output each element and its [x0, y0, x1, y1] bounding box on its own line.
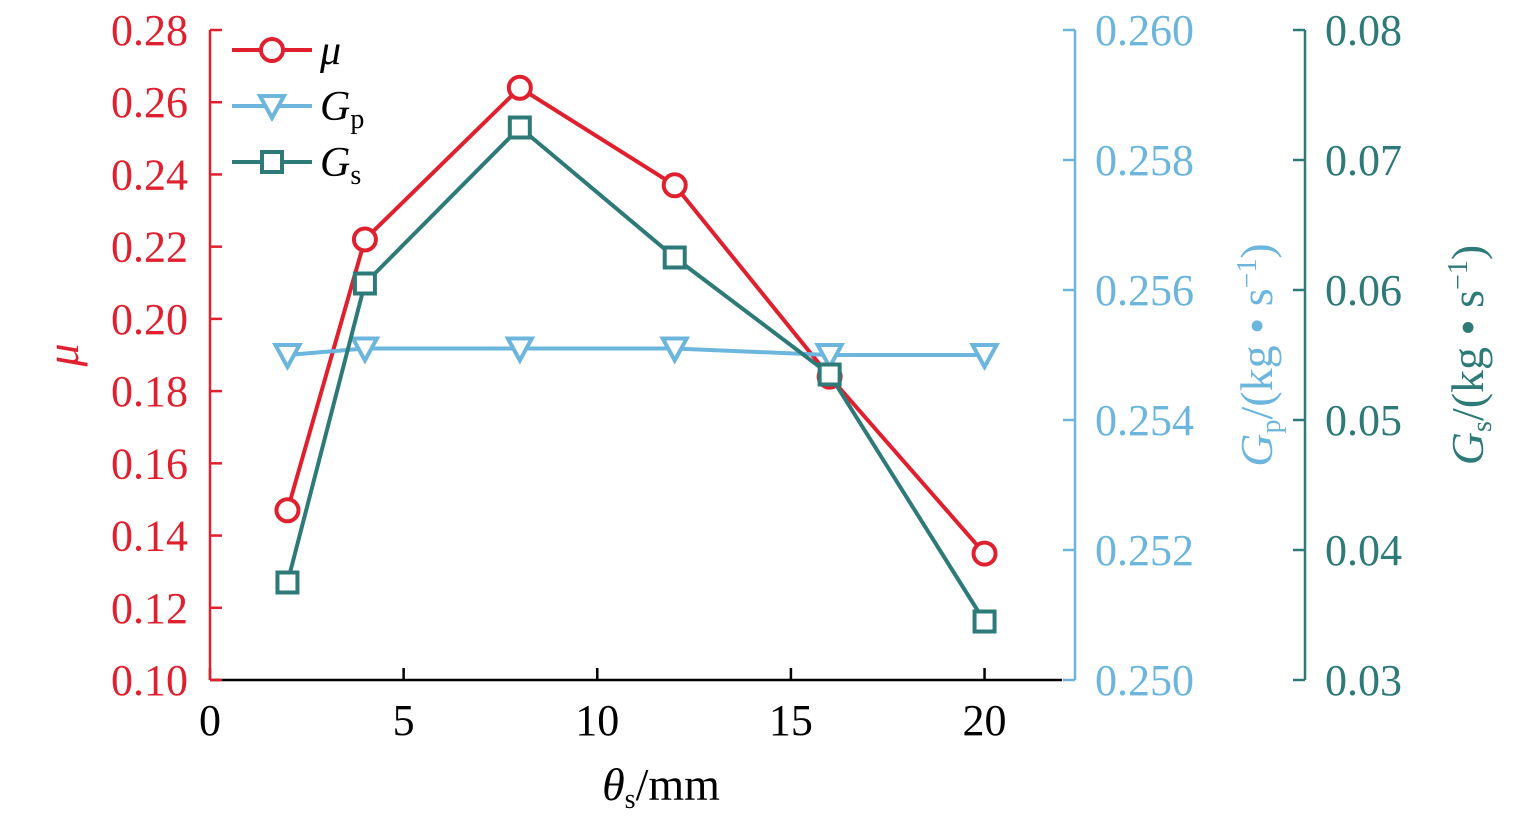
x-tick-label: 15 — [769, 696, 813, 745]
series-point-Gp — [659, 336, 691, 365]
series-point-Gp — [814, 343, 846, 372]
legend-label-Gp: Gp — [320, 84, 364, 135]
right2-tick-label: 0.05 — [1325, 396, 1402, 445]
legend-marker-Gs — [260, 150, 284, 174]
right2-tick-label: 0.04 — [1325, 526, 1402, 575]
legend-marker-μ — [259, 37, 285, 63]
left-tick-label: 0.22 — [111, 223, 188, 272]
x-tick-label: 10 — [575, 696, 619, 745]
right1-tick-label: 0.250 — [1095, 656, 1194, 705]
legend-label-μ: μ — [319, 28, 341, 74]
x-tick-label: 0 — [199, 696, 221, 745]
series-point-μ — [661, 172, 688, 199]
left-tick-label: 0.20 — [111, 295, 188, 344]
series-line-Gs — [285, 124, 987, 623]
right1-axis-title: Gp/(kg • s−1) — [1231, 243, 1287, 466]
right1-tick-label: 0.256 — [1095, 266, 1194, 315]
right2-tick-label: 0.03 — [1325, 656, 1402, 705]
left-tick-label: 0.16 — [111, 439, 188, 488]
right2-tick-label: 0.07 — [1325, 136, 1402, 185]
left-tick-label: 0.28 — [111, 6, 188, 55]
series-point-μ — [971, 540, 998, 567]
series-point-Gp — [272, 343, 303, 372]
series-point-Gs — [507, 115, 532, 140]
series-point-μ — [274, 497, 301, 524]
left-tick-label: 0.24 — [111, 150, 188, 199]
right1-tick-label: 0.260 — [1095, 6, 1194, 55]
series-point-Gs — [352, 271, 377, 296]
x-tick-label: 5 — [393, 696, 415, 745]
x-tick-label: 20 — [963, 696, 1007, 745]
series-point-Gp — [504, 336, 536, 365]
left-tick-label: 0.10 — [111, 656, 188, 705]
series-point-Gp — [349, 336, 381, 365]
axes-layer: 0 5 10 15 20 θs/mm 0.10 0.12 0.14 0.16 0.18 0.20 0.2… — [37, 6, 1498, 815]
right1-tick-label: 0.254 — [1095, 396, 1194, 445]
right1-tick-label: 0.258 — [1095, 136, 1194, 185]
right2-axis-title: Gs/(kg • s−1) — [1442, 245, 1498, 465]
left-axis-title: μ — [37, 343, 88, 367]
series-line-Gp — [287, 346, 985, 357]
left-tick-label: 0.26 — [111, 78, 188, 127]
right2-tick-label: 0.08 — [1325, 6, 1402, 55]
series-point-μ — [351, 226, 378, 253]
left-tick-label: 0.18 — [111, 367, 188, 416]
series-layer — [272, 74, 1000, 634]
right1-tick-label: 0.252 — [1095, 526, 1194, 575]
series-point-Gs — [972, 609, 997, 634]
series-line-μ — [285, 85, 987, 555]
series-point-Gs — [662, 245, 687, 270]
legend-marker-Gp — [256, 94, 288, 123]
series-point-Gs — [275, 570, 300, 595]
series-point-Gp — [969, 343, 1000, 372]
series-point-μ — [506, 74, 533, 101]
series-point-Gs — [817, 362, 842, 387]
legend-label-Gs: Gs — [320, 140, 361, 191]
left-tick-label: 0.12 — [111, 584, 188, 633]
right2-tick-label: 0.06 — [1325, 266, 1402, 315]
x-axis-title: θs/mm — [602, 759, 720, 815]
left-tick-label: 0.14 — [111, 512, 188, 561]
